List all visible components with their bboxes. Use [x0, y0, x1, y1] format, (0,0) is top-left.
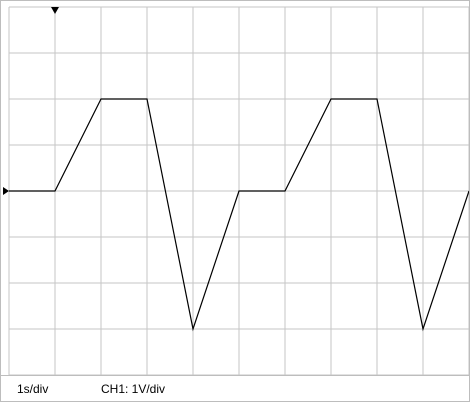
timebase-readout: 1s/div [17, 382, 49, 396]
waveform-plot [3, 6, 469, 375]
trigger-marker-icon [51, 7, 59, 14]
ch1-scale-readout: CH1: 1V/div [101, 382, 166, 396]
readout-bar: 1s/div CH1: 1V/div [1, 375, 469, 401]
ground-level-marker-icon [3, 187, 9, 195]
ch1-trace [9, 98, 469, 332]
